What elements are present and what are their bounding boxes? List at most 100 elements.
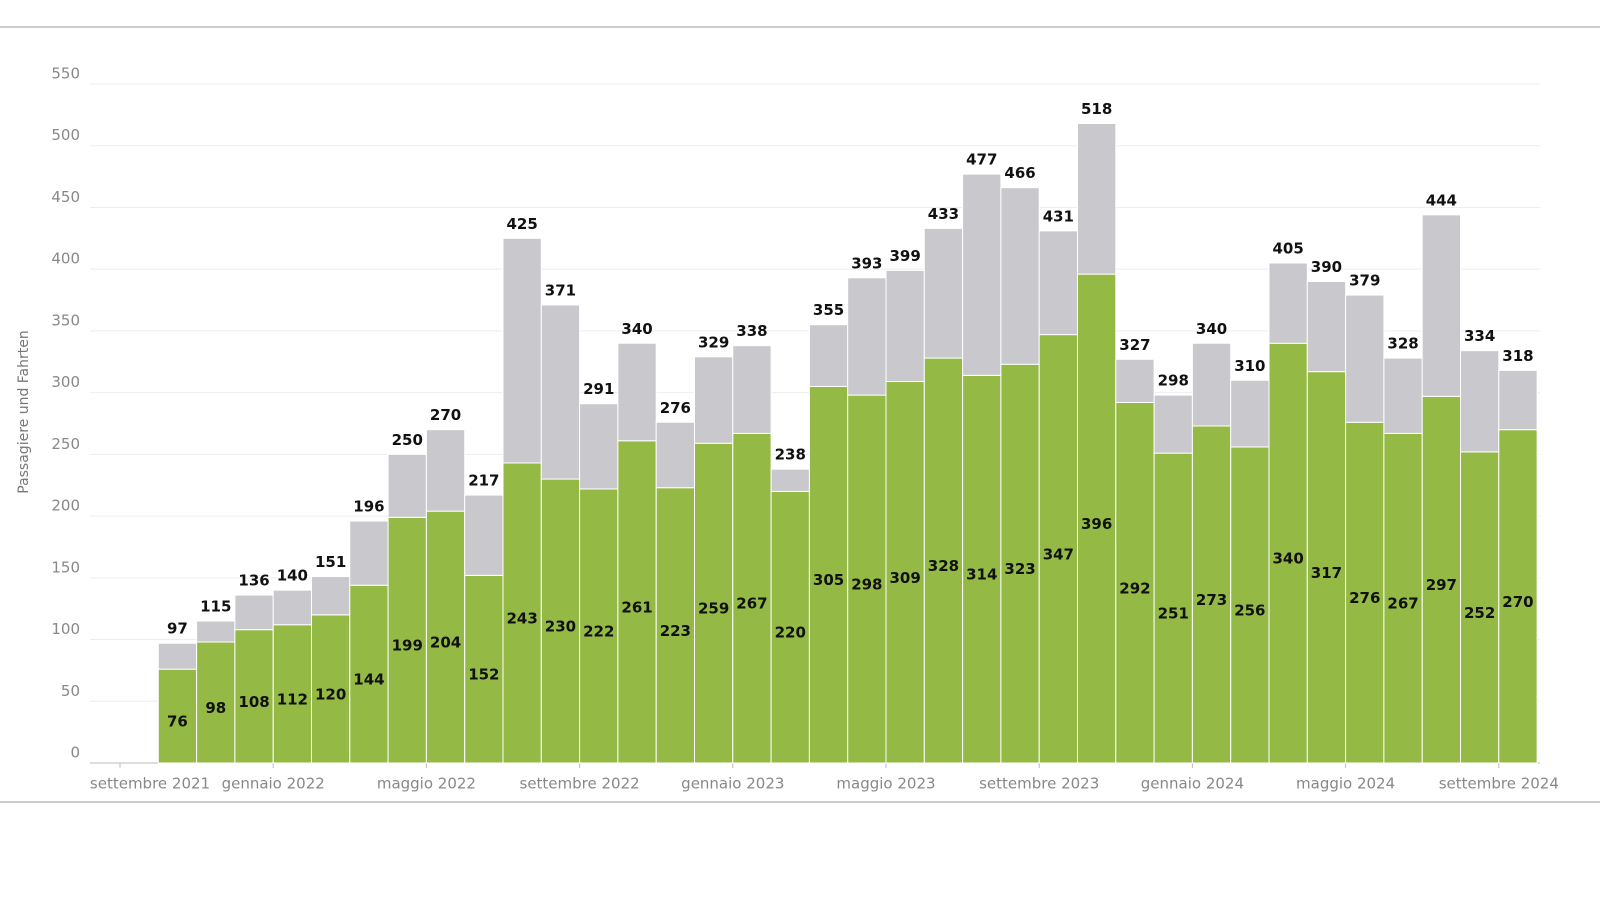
bar-segment [1077,123,1117,275]
x-tick-label: maggio 2024 [1296,775,1395,793]
x-tick-label: settembre 2022 [520,775,640,793]
value-label: 76 [167,713,188,731]
total-label: 217 [468,472,499,490]
y-tick-label: 450 [51,188,80,206]
total-label: 140 [277,567,308,585]
y-tick-label: 0 [70,744,80,762]
total-label: 151 [315,553,346,571]
value-label: 152 [468,666,499,684]
bar-segment [808,385,849,764]
total-label: 136 [238,572,269,590]
y-tick-label: 250 [51,435,80,453]
x-tick-label: gennaio 2024 [1141,775,1244,793]
value-label: 298 [851,576,882,594]
total-label: 405 [1272,240,1303,258]
total-label: 310 [1234,357,1265,375]
value-label: 223 [660,622,691,640]
bar-segment [157,642,198,670]
total-label: 238 [775,446,806,464]
total-label: 518 [1081,100,1112,118]
total-label: 477 [966,151,997,169]
value-label: 340 [1272,550,1303,568]
value-label: 328 [928,557,959,575]
total-label: 250 [392,431,423,449]
total-label: 444 [1426,191,1457,209]
value-label: 251 [1158,605,1189,623]
value-label: 297 [1426,576,1457,594]
bar-segment [540,304,581,480]
total-label: 371 [545,281,576,299]
y-tick-label: 50 [61,682,80,700]
bar-segment [1000,187,1040,365]
value-label: 222 [583,622,614,640]
value-label: 273 [1196,591,1227,609]
value-label: 347 [1043,545,1074,563]
bar-segment [808,324,849,387]
x-tick-label: maggio 2022 [377,775,476,793]
value-label: 267 [736,595,767,613]
value-label: 276 [1349,589,1380,607]
total-label: 115 [200,598,231,616]
total-label: 196 [353,498,384,516]
y-tick-label: 550 [51,65,80,83]
x-tick-label: gennaio 2023 [681,775,784,793]
bar-segment [655,421,696,489]
y-tick-label: 500 [51,126,80,144]
value-label: 396 [1081,515,1112,533]
value-label: 112 [277,690,308,708]
value-label: 309 [889,569,920,587]
value-label: 261 [621,598,652,616]
bar-segment [1038,334,1078,764]
total-label: 298 [1158,372,1189,390]
total-label: 340 [1196,320,1227,338]
bar-segment [694,356,734,444]
total-label: 425 [506,215,537,233]
bar-segment [847,277,887,396]
bar-segment [311,576,351,616]
bar-segment [1115,358,1155,404]
total-label: 379 [1349,272,1380,290]
x-tick-label: settembre 2024 [1439,775,1559,793]
value-label: 292 [1119,579,1150,597]
bar-segment [923,357,964,764]
bar-segment [1000,363,1040,764]
bar-segment [847,394,887,764]
value-label: 259 [698,600,729,618]
bar-segment [732,432,772,764]
total-label: 433 [928,205,959,223]
bar-segment [770,490,810,764]
bar-segment [1383,357,1423,434]
bar-segment [234,594,274,631]
value-label: 199 [392,637,423,655]
y-tick-label: 400 [51,250,80,268]
bar-segment [579,403,619,490]
value-label: 144 [353,671,384,689]
bar-segment [196,641,236,764]
total-label: 328 [1387,335,1418,353]
bar-segment [502,237,542,464]
total-label: 276 [660,399,691,417]
value-label: 256 [1234,601,1265,619]
bar-segment [387,453,427,518]
total-label: 431 [1043,207,1074,225]
x-tick-label: maggio 2023 [836,775,935,793]
value-label: 252 [1464,604,1495,622]
total-label: 334 [1464,327,1495,345]
bar-segment [1421,214,1461,397]
bar-segment [962,374,1002,764]
bar-segment [1460,350,1500,453]
value-label: 230 [545,618,576,636]
bar-segment [885,381,925,764]
y-tick-label: 200 [51,497,80,515]
total-label: 393 [851,254,882,272]
total-label: 97 [167,620,188,638]
total-label: 338 [736,322,767,340]
bar-segment [1077,273,1117,764]
bar-segment [1345,421,1385,764]
bar-segment [502,462,542,764]
value-label: 314 [966,566,997,584]
value-label: 204 [430,634,461,652]
total-label: 318 [1502,347,1533,365]
bar-segment [1498,429,1538,764]
